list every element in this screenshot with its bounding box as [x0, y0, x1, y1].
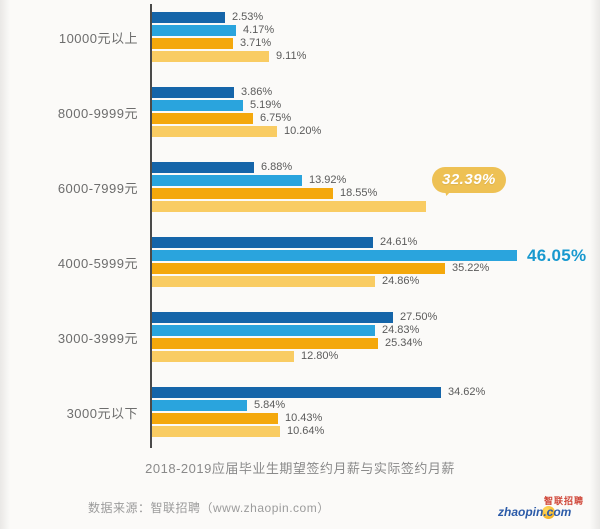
category-group: 3000-3999元 27.50% 24.83% 25.34% 12.80% [0, 300, 600, 375]
bar-row: 10.64% [152, 424, 600, 437]
category-bars: 24.61% 46.05% 35.22% 24.86% [150, 235, 600, 289]
category-bars: 27.50% 24.83% 25.34% 12.80% [150, 310, 600, 364]
category-bars: 2.53% 4.17% 3.71% 9.11% [150, 10, 600, 64]
bar-series-2-light-blue [152, 249, 517, 261]
bar-series-4-light-yellow [152, 275, 375, 287]
value-label: 10.20% [284, 124, 322, 137]
bar-series-3-amber [152, 37, 233, 49]
bar-row: 9.11% [152, 49, 600, 62]
value-label: 12.80% [301, 349, 339, 362]
bar-row: 12.80% [152, 349, 600, 362]
value-label: 2.53% [232, 10, 264, 23]
bar-row: 46.05% [152, 245, 600, 265]
bar-series-4-light-yellow [152, 350, 294, 362]
zhaopin-logo: 智联招聘 zhaopin.com [498, 494, 588, 524]
value-label: 3.86% [241, 85, 273, 98]
category-group: 10000元以上 2.53% 4.17% 3.71% 9.11% [0, 0, 600, 75]
bar-row: 24.83% [152, 323, 600, 336]
bar-row: 24.61% [152, 235, 600, 248]
category-label: 3000-3999元 [57, 331, 138, 346]
bar-series-1-dark-blue [152, 311, 393, 323]
bar-series-2-light-blue [152, 324, 375, 336]
value-label: 4.17% [243, 23, 275, 36]
value-label: 24.83% [382, 323, 420, 336]
bar-row: 27.50% [152, 310, 600, 323]
bar-row: 10.20% [152, 124, 600, 137]
bar-series-2-light-blue [152, 174, 302, 186]
value-label: 6.88% [261, 160, 293, 173]
bar-series-2-light-blue [152, 99, 243, 111]
bar-row: 32.39% [152, 166, 600, 212]
value-label: 34.62% [448, 385, 486, 398]
bar-row: 4.17% [152, 23, 600, 36]
value-label: 9.11% [276, 49, 307, 62]
value-label: 5.19% [250, 98, 282, 111]
bar-series-3-amber [152, 112, 253, 124]
value-label: 10.43% [285, 411, 323, 424]
bar-series-3-amber [152, 187, 333, 199]
value-label: 6.75% [260, 111, 292, 124]
bar-row: 18.55% [152, 186, 600, 199]
value-label: 27.50% [400, 310, 438, 323]
category-group: 3000元以下 34.62% 5.84% 10.43% 10.64% [0, 375, 600, 450]
value-label: 18.55% [340, 186, 378, 199]
data-source-text: 数据来源：智联招聘（www.zhaopin.com） [88, 501, 330, 515]
zhaopin-logo-dot-icon [542, 506, 555, 519]
zhaopin-logo-cn-text: 智联招聘 [543, 496, 584, 506]
bar-row: 24.86% [152, 274, 600, 287]
bar-series-3-amber [152, 262, 445, 274]
bar-row: 3.86% [152, 85, 600, 98]
zhaopin-logo-en-text: zhaopin.com [498, 505, 572, 519]
category-label: 10000元以上 [58, 31, 138, 46]
callout-bubble: 32.39% [432, 166, 506, 193]
bar-row: 35.22% [152, 261, 600, 274]
value-label: 24.61% [380, 235, 418, 248]
category-group: 8000-9999元 3.86% 5.19% 6.75% 10.20% [0, 75, 600, 150]
highlight-value-label: 46.05% [527, 245, 587, 265]
bar-series-1-dark-blue [152, 86, 234, 98]
bar-series-3-amber [152, 412, 278, 424]
bar-series-4-light-yellow [152, 200, 426, 212]
category-bars: 34.62% 5.84% 10.43% 10.64% [150, 385, 600, 439]
bar-row: 34.62% [152, 385, 600, 398]
value-label: 5.84% [254, 398, 286, 411]
category-label: 6000-7999元 [57, 181, 138, 196]
bar-series-4-light-yellow [152, 125, 277, 137]
category-bars: 6.88% 13.92% 18.55% 32.39% [150, 160, 600, 214]
y-axis-line [150, 4, 152, 448]
bar-groups: 10000元以上 2.53% 4.17% 3.71% 9.11% 8000-9999元 3.… [0, 0, 600, 450]
bar-row: 13.92% [152, 173, 600, 186]
category-label: 3000元以下 [66, 406, 138, 421]
bar-series-1-dark-blue [152, 236, 373, 248]
bar-row: 6.75% [152, 111, 600, 124]
value-label: 25.34% [385, 336, 423, 349]
bar-series-3-amber [152, 337, 378, 349]
bar-series-4-light-yellow [152, 50, 269, 62]
category-label: 8000-9999元 [57, 106, 138, 121]
value-label: 3.71% [240, 36, 272, 49]
chart-title: 2018-2019应届毕业生期望签约月薪与实际签约月薪 [145, 461, 455, 476]
bar-row: 5.19% [152, 98, 600, 111]
bar-row: 6.88% [152, 160, 600, 173]
value-label: 24.86% [382, 274, 420, 287]
bar-row: 3.71% [152, 36, 600, 49]
bar-series-2-light-blue [152, 24, 236, 36]
category-bars: 3.86% 5.19% 6.75% 10.20% [150, 85, 600, 139]
value-label: 10.64% [287, 424, 325, 437]
bar-row: 5.84% [152, 398, 600, 411]
bar-series-4-light-yellow [152, 425, 280, 437]
category-group: 4000-5999元 24.61% 46.05% 35.22% 24.86% [0, 225, 600, 300]
value-label: 13.92% [309, 173, 347, 186]
value-label: 35.22% [452, 261, 490, 274]
bar-series-1-dark-blue [152, 386, 441, 398]
category-group: 6000-7999元 6.88% 13.92% 18.55% 32.39% [0, 150, 600, 225]
bar-series-1-dark-blue [152, 161, 254, 173]
bar-row: 2.53% [152, 10, 600, 23]
category-label: 4000-5999元 [57, 256, 138, 271]
bar-series-1-dark-blue [152, 11, 225, 23]
bar-row: 10.43% [152, 411, 600, 424]
bar-row: 25.34% [152, 336, 600, 349]
bar-series-2-light-blue [152, 399, 247, 411]
